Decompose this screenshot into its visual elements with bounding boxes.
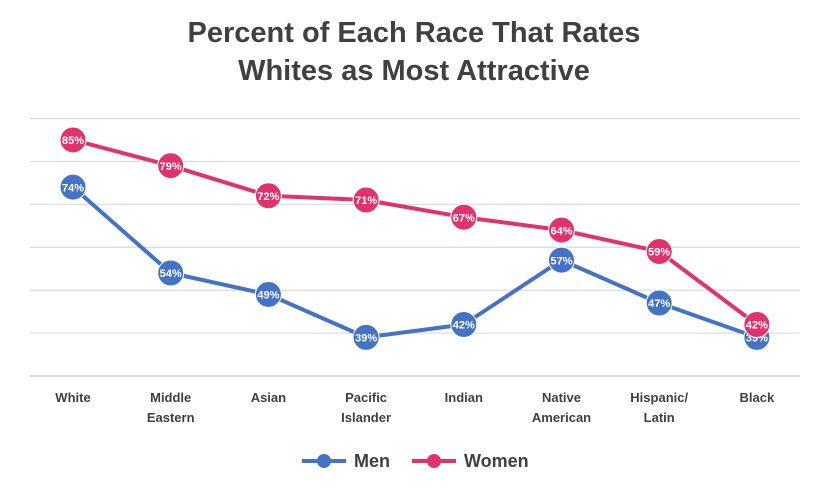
data-label-women: 64% — [550, 225, 572, 237]
legend-label-women: Women — [464, 450, 529, 471]
x-tick-label: White — [55, 390, 90, 405]
data-point-women — [59, 126, 87, 154]
series-line-men — [71, 185, 759, 340]
legend-swatch-women — [412, 454, 456, 468]
data-label-women: 42% — [746, 320, 768, 332]
data-label-women: 79% — [160, 161, 182, 173]
data-label-men: 74% — [62, 182, 84, 194]
data-point-men — [450, 311, 478, 338]
x-tick-label: Hispanic/Latin — [630, 390, 688, 425]
data-label-men: 54% — [160, 268, 182, 280]
data-point-men — [548, 246, 575, 274]
chart-title-line-1: Percent of Each Race That Rates — [187, 17, 641, 49]
data-label-women: 85% — [62, 135, 84, 147]
chart-legend: Men Women — [0, 449, 828, 473]
data-point-women — [548, 216, 575, 244]
data-point-men — [645, 289, 673, 317]
legend-label-men: Men — [354, 450, 390, 471]
data-label-men: 47% — [648, 298, 670, 310]
data-label-women: 67% — [453, 212, 475, 224]
data-point-women — [157, 152, 185, 180]
x-tick-label: Black — [740, 390, 775, 405]
data-point-men — [254, 280, 282, 308]
legend-swatch-men — [302, 454, 346, 468]
data-label-men: 49% — [257, 290, 279, 302]
data-point-women — [352, 186, 380, 214]
data-point-women — [254, 182, 282, 210]
data-point-men — [59, 173, 87, 201]
data-point-women — [645, 238, 673, 266]
data-point-men — [157, 259, 185, 287]
data-point-men — [352, 323, 380, 351]
data-point-women — [743, 311, 771, 338]
chart-title: Percent of Each Race That Rates Whites a… — [0, 14, 828, 90]
legend-item-women: Women — [410, 449, 529, 473]
data-label-women: 59% — [648, 247, 670, 259]
x-tick-label: Asian — [251, 390, 286, 405]
data-point-women — [450, 203, 478, 231]
data-label-men: 57% — [550, 255, 572, 267]
data-label-women: 71% — [355, 195, 377, 207]
legend-item-men: Men — [300, 449, 390, 473]
x-tick-label: Native American — [532, 390, 591, 425]
x-tick-label: Pacific Islander — [341, 390, 391, 425]
data-label-women: 72% — [257, 191, 279, 203]
x-tick-label: Indian — [445, 390, 483, 405]
chart-title-line-2: Whites as Most Attractive — [238, 55, 590, 87]
data-label-men: 39% — [355, 333, 377, 345]
x-tick-label: Middle Eastern — [147, 390, 195, 425]
data-label-men: 42% — [453, 320, 475, 332]
series-line-women — [71, 137, 759, 327]
